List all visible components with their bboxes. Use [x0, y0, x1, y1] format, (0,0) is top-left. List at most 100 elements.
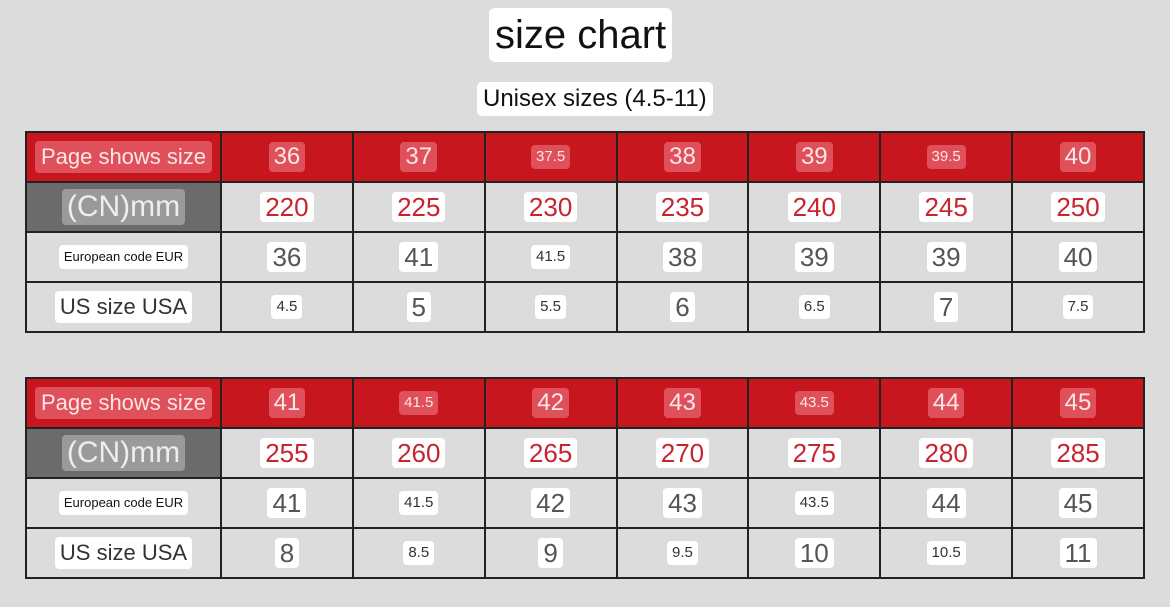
- size-value: 36: [267, 242, 307, 272]
- size-cell: 11: [1011, 527, 1145, 579]
- size-value: 43: [664, 388, 701, 418]
- size-value: 41: [267, 488, 307, 518]
- size-cell: 41.5: [483, 231, 618, 283]
- size-cell: 44: [879, 477, 1014, 529]
- size-value: 40: [1059, 142, 1097, 172]
- size-cell: 8.5: [351, 527, 486, 579]
- size-value: 41.5: [399, 391, 439, 415]
- size-value: 44: [927, 388, 965, 418]
- row-label: European code EUR: [58, 245, 189, 269]
- size-value: 37.5: [531, 145, 571, 169]
- size-cell: 38: [615, 131, 750, 183]
- size-cell: 5.5: [483, 281, 618, 333]
- size-cell: 37: [351, 131, 486, 183]
- row-label: Page shows size: [34, 141, 213, 173]
- row-label-cell: European code EUR: [25, 477, 222, 529]
- size-value: 10.5: [926, 541, 966, 565]
- size-cell: 41: [220, 477, 354, 529]
- size-value: 41.5: [531, 245, 571, 269]
- size-value: 280: [919, 438, 973, 468]
- size-cell: 260: [351, 427, 486, 479]
- size-value: 41: [268, 388, 306, 418]
- size-cell: 7: [879, 281, 1014, 333]
- size-value: 8: [274, 538, 300, 568]
- row-label: Page shows size: [34, 387, 213, 419]
- row-label-cell: (CN)mm: [25, 427, 222, 479]
- row-label-cell: (CN)mm: [25, 181, 222, 233]
- size-value: 7.5: [1062, 295, 1094, 319]
- size-cell: 36: [220, 231, 354, 283]
- size-value: 285: [1051, 438, 1105, 468]
- row-eur: European code EUR 41 41.5 42 43 43.5 44 45: [25, 477, 1145, 529]
- size-value: 41: [399, 242, 439, 272]
- row-us: US size USA 4.5 5 5.5 6 6.5 7 7.5: [25, 281, 1145, 333]
- size-value: 38: [662, 242, 702, 272]
- row-label-cell: US size USA: [25, 281, 222, 333]
- row-label-cell: US size USA: [25, 527, 222, 579]
- size-cell: 8: [220, 527, 354, 579]
- size-value: 235: [655, 192, 710, 222]
- size-cell: 275: [747, 427, 882, 479]
- size-value: 220: [260, 192, 314, 222]
- size-value: 7: [933, 292, 959, 322]
- size-cell: 45: [1011, 377, 1145, 429]
- size-cell: 41: [220, 377, 354, 429]
- size-cell: 41.5: [351, 377, 486, 429]
- row-label: US size USA: [54, 537, 193, 569]
- size-value: 10: [794, 538, 834, 568]
- size-cell: 250: [1011, 181, 1145, 233]
- size-cell: 10: [747, 527, 882, 579]
- size-value: 4.5: [271, 295, 303, 319]
- size-cell: 45: [1011, 477, 1145, 529]
- size-value: 5: [406, 292, 431, 322]
- size-value: 270: [655, 438, 710, 468]
- size-table-2: Page shows size 41 41.5 42 43 43.5 44 45 (CN)mm 2…: [25, 377, 1145, 579]
- size-cell: 43: [615, 477, 750, 529]
- size-cell: 6.5: [747, 281, 882, 333]
- size-cell: 40: [1011, 231, 1145, 283]
- size-value: 39: [795, 142, 833, 172]
- size-value: 44: [926, 488, 966, 518]
- size-value: 39.5: [926, 145, 966, 169]
- row-label: European code EUR: [58, 491, 189, 515]
- size-value: 255: [260, 438, 314, 468]
- size-value: 40: [1058, 242, 1098, 272]
- size-cell: 6: [615, 281, 750, 333]
- size-value: 5.5: [535, 295, 567, 319]
- size-value: 265: [523, 438, 578, 468]
- size-table-1: Page shows size 36 37 37.5 38 39 39.5 40 (CN)mm 2…: [25, 131, 1145, 333]
- size-cell: 43.5: [747, 377, 882, 429]
- size-cell: 225: [351, 181, 486, 233]
- size-value: 225: [392, 192, 446, 222]
- size-cell: 36: [220, 131, 354, 183]
- size-cell: 39: [747, 131, 882, 183]
- size-cell: 235: [615, 181, 750, 233]
- size-value: 240: [787, 192, 841, 222]
- size-value: 6.5: [798, 295, 830, 319]
- size-cell: 9: [483, 527, 618, 579]
- size-cell: 285: [1011, 427, 1145, 479]
- size-cell: 9.5: [615, 527, 750, 579]
- size-cell: 44: [879, 377, 1014, 429]
- size-cell: 220: [220, 181, 354, 233]
- size-value: 43.5: [794, 391, 834, 415]
- size-cell: 38: [615, 231, 750, 283]
- page-title: size chart: [489, 8, 673, 62]
- size-value: 42: [531, 488, 571, 518]
- size-cell: 4.5: [220, 281, 354, 333]
- size-cell: 37.5: [483, 131, 618, 183]
- size-value: 36: [268, 142, 306, 172]
- size-cell: 42: [483, 377, 618, 429]
- row-label-cell: Page shows size: [25, 377, 222, 429]
- size-cell: 265: [483, 427, 618, 479]
- size-cell: 240: [747, 181, 882, 233]
- size-cell: 40: [1011, 131, 1145, 183]
- size-value: 42: [532, 388, 569, 418]
- row-us: US size USA 8 8.5 9 9.5 10 10.5 11: [25, 527, 1145, 579]
- size-cell: 43: [615, 377, 750, 429]
- size-value: 45: [1058, 488, 1098, 518]
- size-value: 43.5: [794, 491, 834, 515]
- size-cell: 245: [879, 181, 1014, 233]
- size-value: 45: [1059, 388, 1097, 418]
- size-value: 41.5: [399, 491, 439, 515]
